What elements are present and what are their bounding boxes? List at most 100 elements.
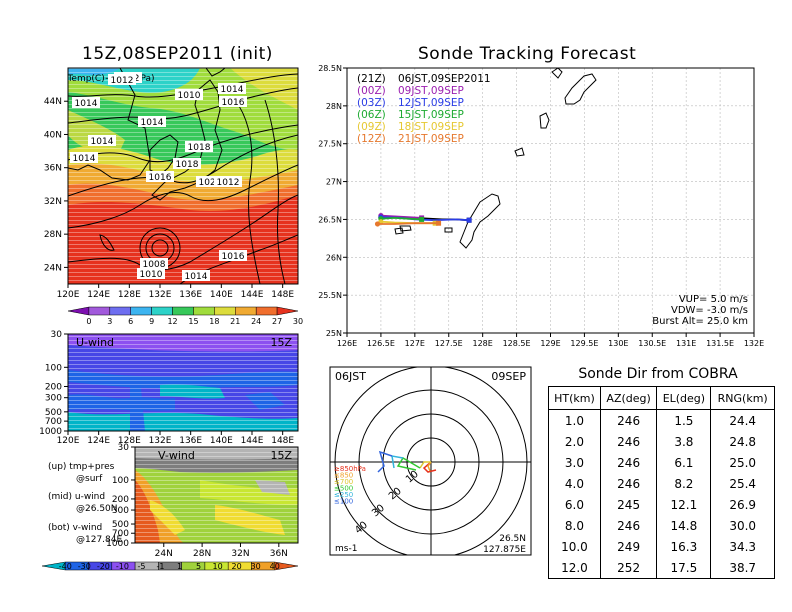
v-xtick-label: 32N — [231, 549, 249, 559]
temp-xtick-label: 136E — [179, 290, 202, 300]
table-cell: 12.1 — [656, 494, 711, 515]
table-row: 12.0 252 17.5 38.7 — [548, 557, 775, 579]
polar-wind-trace — [427, 461, 432, 472]
polar-wind-trace — [377, 450, 393, 473]
temp-xtick-label: 140E — [210, 290, 233, 300]
table-row: 8.0 246 14.8 30.0 — [548, 515, 775, 536]
wind-colorbar-tick: 5 — [196, 562, 201, 571]
isobar-label: 1016 — [149, 173, 172, 183]
table-cell: 24.8 — [710, 431, 775, 452]
isobar-label: 1010 — [140, 270, 163, 280]
temp-xtick-label: 124E — [87, 290, 110, 300]
isobar-label-bg — [140, 258, 168, 269]
map-xtick-label: 131E — [676, 339, 696, 348]
u-xtick-label: 120E — [57, 436, 80, 446]
isobar-label: 1014 — [75, 99, 98, 109]
table-cell: 252 — [599, 557, 657, 579]
right-title: Sonde Tracking Forecast — [418, 44, 637, 64]
table-row: 10.0 249 16.3 34.3 — [548, 536, 775, 557]
map-xtick-label: 129.5E — [570, 339, 598, 348]
u-ytick-label: 100 — [45, 363, 62, 373]
isobar-label: 1014 — [221, 85, 244, 95]
legend-label: 21JST,09SEP — [398, 133, 464, 145]
u-xtick-label: 132E — [149, 436, 172, 446]
polar-wind-trace — [422, 461, 437, 473]
v-ytick-label: 1000 — [106, 539, 129, 549]
u-ytick-label: 500 — [45, 408, 62, 418]
temp-pressure-map: Temp(C)+Pres(hPa) 1014101210101012101410… — [44, 67, 299, 300]
temp-xtick-label: 148E — [271, 290, 294, 300]
u-ytick-label: 200 — [45, 382, 62, 392]
u-xtick-label: 140E — [210, 436, 233, 446]
u-wind-panel: U-wind 15Z 120E 124E 128E 132E 136E 140E 144E 1… — [39, 330, 299, 446]
table-row: 4.0 246 8.2 25.4 — [548, 473, 775, 494]
table-cell: 246 — [599, 473, 657, 494]
map-annotation: VDW= -3.0 m/s — [671, 305, 748, 316]
temp-colorbar-tick: 21 — [230, 317, 240, 326]
isobar-label: 1014 — [185, 272, 208, 282]
isobar-label-bg — [218, 83, 246, 94]
polar-level-label: ≤100 — [334, 498, 353, 506]
isobar-label-bg — [108, 74, 136, 85]
table-cell: 34.3 — [710, 536, 775, 557]
wind-colorbar-tick: -5 — [137, 562, 145, 571]
temp-colorbar: 0 3 6 9 12 15 18 21 24 27 30 — [67, 306, 303, 326]
v-xtick-label: 24N — [155, 549, 173, 559]
table-row: 3.0 246 6.1 25.0 — [548, 452, 775, 473]
table-cell: 25.4 — [710, 473, 775, 494]
map-ytick-label: 26.5N — [318, 215, 342, 224]
u-xtick-label: 124E — [87, 436, 110, 446]
u-xtick-label: 148E — [271, 436, 294, 446]
isobar-label: 1010 — [178, 91, 201, 101]
temp-colorbar-swatch — [276, 306, 299, 316]
polar-level-label: ≤500 — [334, 485, 353, 493]
legend-key: (09Z) — [357, 121, 386, 133]
isobar-label-bg — [185, 141, 213, 152]
table-header-cell: AZ(deg) — [599, 386, 657, 410]
temp-colorbar-tick: 24 — [251, 317, 261, 326]
table-cell: 245 — [599, 494, 657, 515]
temp-ytick-label: 36N — [44, 164, 62, 174]
track-line — [380, 214, 422, 219]
temp-colorbar-tick: 18 — [209, 317, 219, 326]
temp-colorbar-swatch — [235, 306, 257, 316]
temp-colorbar-swatch — [67, 306, 90, 316]
v-ytick-label: 100 — [112, 476, 129, 486]
temp-colorbar-tick: 0 — [86, 317, 91, 326]
table-cell: 1.5 — [656, 409, 711, 431]
polar-level-label: ≤700 — [334, 478, 353, 486]
isobar-label-bg — [196, 176, 224, 187]
table-cell: 38.7 — [710, 557, 775, 579]
track-end-marker — [466, 217, 472, 223]
isobar-label-bg — [137, 268, 165, 279]
table-cell: 25.0 — [710, 452, 775, 473]
u-ytick-label: 1000 — [39, 427, 62, 437]
wind-colorbar-tick: 20 — [232, 562, 242, 571]
table-cell: 10.0 — [548, 536, 601, 557]
wind-colorbar-tick: -20 — [97, 562, 110, 571]
polar-label-bl: ms-1 — [335, 544, 357, 554]
polar-label-br2: 127.875E — [483, 545, 526, 555]
temp-xtick-label: 128E — [118, 290, 141, 300]
wind-colorbar-tick: -30 — [78, 562, 91, 571]
temp-ytick-label: 32N — [44, 197, 62, 207]
table-cell: 14.8 — [656, 515, 711, 536]
table-cell: 26.9 — [710, 494, 775, 515]
map-xtick-label: 129E — [540, 339, 560, 348]
map-xtick-label: 128.5E — [503, 339, 531, 348]
temp-colorbar-swatch — [193, 306, 215, 316]
track-end-marker — [419, 216, 425, 222]
map-xtick-label: 126E — [337, 339, 357, 348]
isobar-label: 1014 — [141, 118, 164, 128]
temp-colorbar-tick: 30 — [293, 317, 303, 326]
v-wind-time: 15Z — [270, 449, 292, 462]
wind-colorbar-swatch — [181, 561, 206, 571]
temp-colorbar-tick: 9 — [149, 317, 154, 326]
v-xtick-label: 36N — [270, 549, 288, 559]
table-cell: 249 — [599, 536, 657, 557]
isobar-label: 1012 — [111, 76, 134, 86]
sonde-direction-table: HT(km) AZ(deg) EL(deg) RNG(km) 1.0 246 1.5 24.… — [548, 386, 775, 579]
temp-ytick-label: 44N — [44, 97, 62, 107]
